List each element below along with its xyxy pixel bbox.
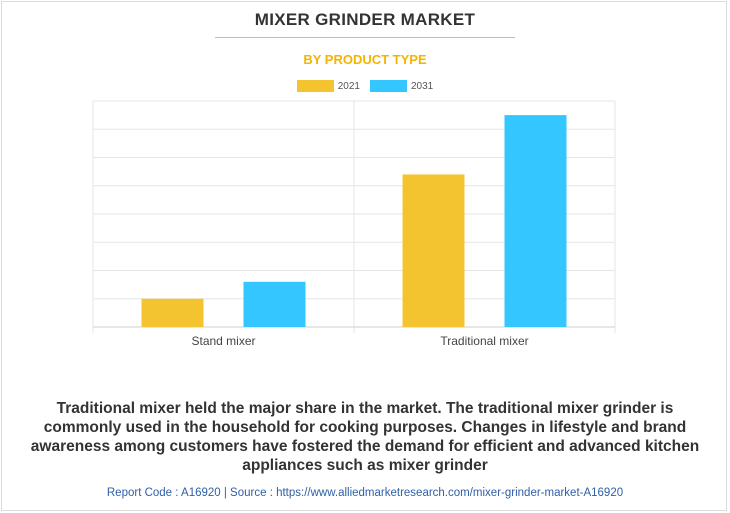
bar-traditional-mixer-2021 xyxy=(402,174,465,327)
chart-title: MIXER GRINDER MARKET xyxy=(254,10,476,29)
x-tick-label: Traditional mixer xyxy=(440,334,528,348)
chart-legend: 2021 2031 xyxy=(0,80,730,92)
title-divider xyxy=(215,37,515,38)
legend-label-2021: 2021 xyxy=(337,80,360,92)
legend-swatch-2021 xyxy=(296,80,334,92)
legend-item-2021: 2021 xyxy=(296,80,360,92)
chart-subtitle: BY PRODUCT TYPE xyxy=(303,52,427,67)
legend-swatch-2031 xyxy=(370,80,407,92)
chart-caption: Traditional mixer held the major share i… xyxy=(30,400,700,474)
x-tick-label: Stand mixer xyxy=(191,334,255,348)
bar-stand-mixer-2021 xyxy=(141,298,204,327)
legend-item-2031: 2031 xyxy=(370,80,433,92)
bar-traditional-mixer-2031 xyxy=(504,115,567,327)
source-footer: Report Code : A16920 | Source : https://… xyxy=(106,487,624,499)
legend-label-2031: 2031 xyxy=(411,80,434,92)
bar-stand-mixer-2031 xyxy=(243,281,306,327)
bar-chart: Stand mixer Traditional mixer xyxy=(92,100,616,348)
